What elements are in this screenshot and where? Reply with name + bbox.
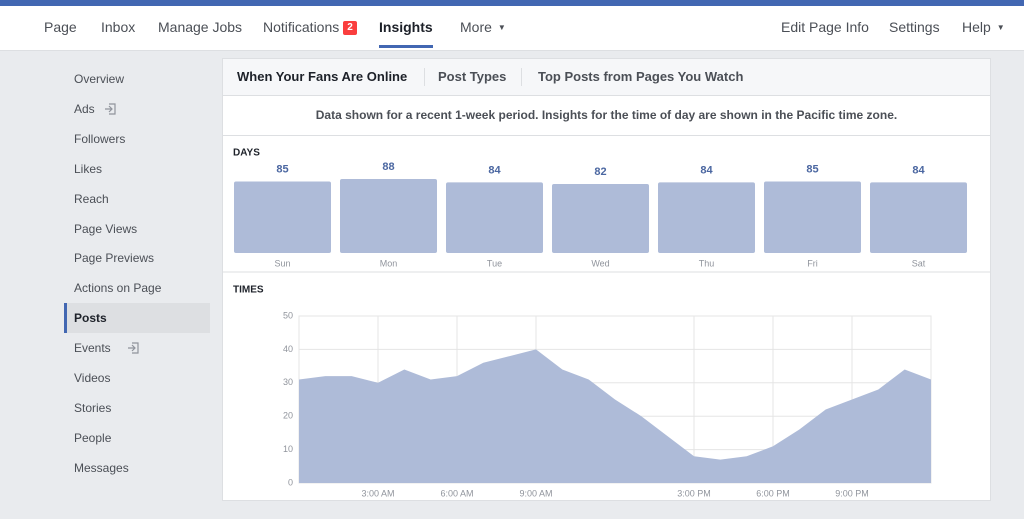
y-tick-label: 50 <box>283 310 293 320</box>
sidebar-item[interactable]: Page Views <box>74 221 138 236</box>
x-tick-label: 3:00 AM <box>361 488 394 498</box>
x-tick-label: Tue <box>487 258 502 268</box>
value-label: 85 <box>806 163 818 175</box>
tab-separator <box>521 68 522 86</box>
bar <box>552 184 649 253</box>
y-tick-label: 20 <box>283 411 293 421</box>
x-tick-label: Mon <box>380 258 398 268</box>
tab[interactable]: Post Types <box>438 69 507 84</box>
x-tick-label: 6:00 AM <box>440 488 473 498</box>
icon <box>128 342 139 354</box>
value-label: 84 <box>912 164 925 176</box>
sidebar-item[interactable]: Reach <box>74 191 109 206</box>
nav-bar: Page Inbox Manage Jobs Notifications 2 Insigh… <box>0 6 1024 51</box>
sidebar-item[interactable]: Videos <box>74 371 111 385</box>
x-tick-label: 9:00 PM <box>835 488 869 498</box>
bar <box>658 182 755 253</box>
tab[interactable]: Top Posts from Pages You Watch <box>538 69 744 84</box>
value-label: 88 <box>382 161 394 173</box>
sidebar-item[interactable]: Followers <box>74 131 126 146</box>
sidebar-item[interactable]: Overview <box>74 72 125 86</box>
nav-link[interactable]: Notifications 2 <box>263 6 357 48</box>
sidebar-item[interactable]: Stories <box>74 400 112 415</box>
x-tick-label: Sun <box>274 258 290 268</box>
y-tick-label: 10 <box>283 444 293 454</box>
chart-title: DAYS <box>233 148 260 159</box>
value-label: 84 <box>700 164 713 176</box>
y-tick-label: 30 <box>283 377 293 387</box>
tabs: When Your Fans Are Online Post Types Top P… <box>223 59 990 96</box>
tab[interactable]: When Your Fans Are Online <box>237 69 408 84</box>
sidebar-item[interactable]: Ads <box>64 94 210 124</box>
bar <box>764 181 861 253</box>
value-label: 84 <box>488 164 501 176</box>
nav-link[interactable]: Settings <box>889 19 940 35</box>
insights-panel: When Your Fans Are Online Post Types Top P… <box>222 58 991 501</box>
bar <box>234 181 331 253</box>
bar <box>446 182 543 253</box>
x-tick-label: Thu <box>699 258 715 268</box>
bar <box>340 179 437 253</box>
caret: ▼ <box>996 23 1005 32</box>
value-label: 85 <box>276 163 288 175</box>
value-label: 82 <box>594 166 606 178</box>
charts: DAYS 85 Sun 88 Mon 84 Tue 82 Wed 84 Thu 85 Fri 84 Sat T… <box>223 148 990 498</box>
sidebar-item[interactable]: Events <box>64 333 210 363</box>
sidebar-item[interactable]: Page Previews <box>74 251 155 266</box>
nav-link[interactable]: Manage Jobs <box>158 19 243 35</box>
nav-link[interactable]: Page <box>44 19 77 35</box>
x-tick-label: 3:00 PM <box>677 488 711 498</box>
sidebar-item[interactable]: Posts <box>64 303 210 334</box>
top-bar <box>0 0 1024 6</box>
x-tick-label: Wed <box>591 258 609 268</box>
nav-link[interactable]: Insights <box>379 6 433 48</box>
chart-title: TIMES <box>233 285 264 296</box>
sidebar-item[interactable]: People <box>74 430 112 445</box>
bar <box>870 182 967 253</box>
sidebar-item[interactable]: Messages <box>74 460 129 475</box>
nav-link[interactable]: Edit Page Info <box>781 19 869 35</box>
x-tick-label: Fri <box>807 258 818 268</box>
x-tick-label: Sat <box>912 258 926 268</box>
sidebar-item[interactable]: Actions on Page <box>74 281 162 296</box>
notice: Data shown for a recent 1-week period. I… <box>223 95 990 136</box>
notification-badge: 2 <box>343 21 357 35</box>
nav-link[interactable]: Help ▼ <box>962 19 1005 35</box>
tab-separator <box>424 68 425 86</box>
caret: ▼ <box>497 23 506 32</box>
y-tick-label: 0 <box>288 477 293 487</box>
x-tick-label: 9:00 AM <box>519 488 552 498</box>
x-tick-label: 6:00 PM <box>756 488 790 498</box>
nav-link[interactable]: More ▼ <box>460 19 506 35</box>
icon <box>105 103 116 115</box>
area <box>299 349 931 483</box>
y-tick-label: 40 <box>283 344 293 354</box>
sidebar-item[interactable]: Likes <box>74 161 103 176</box>
nav-link[interactable]: Inbox <box>101 19 136 35</box>
